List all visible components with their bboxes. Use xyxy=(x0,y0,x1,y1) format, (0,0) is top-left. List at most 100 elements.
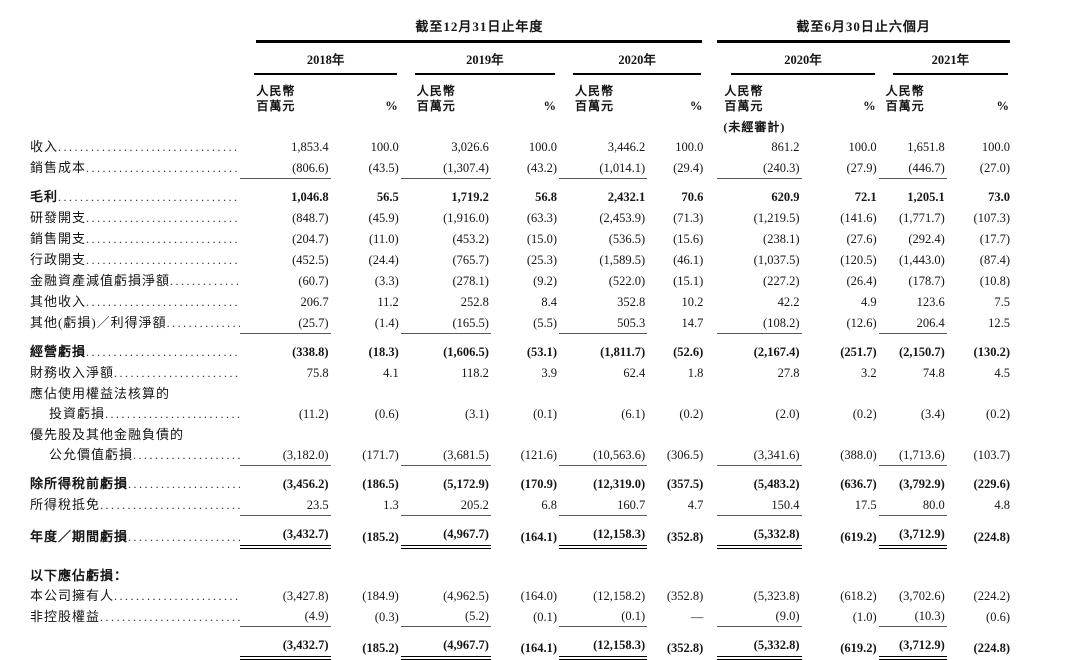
percent-cell xyxy=(802,547,879,585)
percent-cell: 56.8 xyxy=(535,190,558,204)
amount-cell: 252.8 xyxy=(460,295,489,309)
percent-cell: 3.9 xyxy=(541,366,558,380)
percent-cell: — xyxy=(690,609,704,624)
row-label-text: 以下應佔虧損： xyxy=(30,567,129,583)
row-label: 年度／期間虧損 xyxy=(30,515,240,547)
row-label: 銷售開支 xyxy=(30,228,240,249)
amount-cell: (12,158.2) xyxy=(593,588,646,603)
table-row: 金融資產減值虧損淨額 (60.7) (3.3) (278.1) (9.2) (522.0)… xyxy=(30,270,1012,291)
amount-cell: (452.5) xyxy=(292,253,329,267)
percent-cell: (224.2) xyxy=(973,588,1010,603)
percent-cell xyxy=(491,547,559,585)
row-label-text: 公允價值虧損 xyxy=(49,447,134,462)
table-row: 除所得稅前虧損 (3,456.2) (186.5) (5,172.9) (170.9) (… xyxy=(30,465,1012,494)
amount-cell: (60.7) xyxy=(298,274,329,288)
percent-cell: (251.7) xyxy=(840,345,877,359)
row-label-text: 銷售開支 xyxy=(30,231,87,246)
amount-cell: (4.9) xyxy=(240,605,331,627)
percent-cell: 4.7 xyxy=(687,498,704,512)
percent-cell: (0.3) xyxy=(374,609,399,624)
percent-cell: (352.8) xyxy=(666,641,704,655)
amount-cell: (3,427.8) xyxy=(282,588,329,603)
row-label: 經營虧損 xyxy=(30,333,240,362)
section-gap-cell xyxy=(705,465,717,494)
percent-cell: (0.1) xyxy=(533,609,558,624)
percent-cell xyxy=(331,547,401,585)
annual-period-title: 截至12月31日止年度 xyxy=(256,14,703,43)
year-header-2018: 2018年 xyxy=(240,43,400,75)
period-header-row: 截至12月31日止年度 截至6月30日止六個月 xyxy=(30,14,1012,43)
row-label-text: 除所得稅前虧損 xyxy=(30,476,129,491)
amount-cell: (227.2) xyxy=(763,274,800,288)
amount-cell: 505.3 xyxy=(559,312,648,334)
table-row: 經營虧損 (338.8) (18.3) (1,606.5) (53.1) (1,811.7… xyxy=(30,333,1012,362)
percent-cell: 7.5 xyxy=(994,295,1010,309)
table-row: 行政開支 (452.5) (24.4) (765.7) (25.3) (1,589.5) (… xyxy=(30,249,1012,270)
percent-cell: 1.8 xyxy=(687,366,704,380)
amount-cell: (5,172.9) xyxy=(443,477,489,491)
amount-cell: (446.7) xyxy=(878,157,947,179)
amount-cell: 3,446.2 xyxy=(607,140,646,154)
amount-cell: (3,341.6) xyxy=(717,444,802,466)
amount-cell: 150.4 xyxy=(717,494,802,516)
year-header-row: 2018年 2019年 2020年 2020年 2021年 xyxy=(30,43,1012,75)
section-gap-cell xyxy=(705,312,717,333)
percent-cell xyxy=(491,424,559,444)
row-label-text: 優先股及其他金融負債的 xyxy=(30,427,185,442)
amount-cell: (1,589.5) xyxy=(599,253,646,267)
amount-cell: 74.8 xyxy=(922,366,945,380)
dot-leader xyxy=(100,609,240,625)
percent-cell: (71.3) xyxy=(673,211,704,225)
section-gap-cell xyxy=(705,362,717,383)
amount-cell: (3.4) xyxy=(920,407,945,421)
amount-cell: (3,702.6) xyxy=(898,588,945,603)
row-label-text: 行政開支 xyxy=(30,252,87,267)
percent-cell: (103.7) xyxy=(973,448,1010,462)
percent-cell: (164.1) xyxy=(520,529,558,544)
percent-cell: (43.2) xyxy=(526,161,558,175)
percent-cell: (130.2) xyxy=(973,345,1010,359)
table-row: 銷售成本 (806.6) (43.5)(1,307.4) (43.2)(1,014.1… xyxy=(30,157,1012,179)
row-label-text: 所得稅抵免 xyxy=(30,497,101,512)
percent-cell: 11.2 xyxy=(377,295,399,309)
unit-label-2021-interim: 人民幣 百萬元 xyxy=(885,84,925,113)
amount-cell: (11.2) xyxy=(298,407,329,421)
row-label-text: 應佔使用權益法核算的 xyxy=(30,386,171,401)
amount-cell: (10,563.6) xyxy=(559,444,648,466)
percent-cell: (12.6) xyxy=(846,316,877,330)
amount-cell: (108.2) xyxy=(717,312,802,334)
section-gap-cell xyxy=(705,403,717,424)
section-gap-cell xyxy=(705,207,717,228)
amount-cell: (4,967.7) xyxy=(400,626,491,660)
row-label: 應佔使用權益法核算的 xyxy=(30,383,240,403)
row-label-text: 年度／期間虧損 xyxy=(30,528,129,544)
percent-cell: 1.3 xyxy=(383,498,399,512)
dot-leader xyxy=(170,273,240,289)
amount-cell: (3,792.9) xyxy=(898,477,945,491)
percent-cell: (170.9) xyxy=(520,477,558,491)
dot-leader xyxy=(167,315,241,331)
dot-leader xyxy=(86,210,240,226)
percent-cell: (121.6) xyxy=(520,448,558,462)
row-label xyxy=(30,627,240,659)
unit-label-2020-interim: 人民幣 百萬元 xyxy=(724,84,764,113)
percent-cell: (27.6) xyxy=(846,232,877,246)
percent-cell: (164.1) xyxy=(520,641,558,655)
amount-cell: (2,150.7) xyxy=(898,345,945,359)
row-label: 金融資產減值虧損淨額 xyxy=(30,270,240,291)
percent-cell xyxy=(331,383,401,403)
amount-cell: (5.2) xyxy=(400,605,491,627)
dot-leader xyxy=(86,160,240,176)
spacer-cell xyxy=(30,115,717,136)
percent-cell: (11.0) xyxy=(368,232,399,246)
percent-cell xyxy=(331,424,401,444)
spacer-cell xyxy=(705,14,717,43)
section-gap-cell xyxy=(705,444,717,465)
percent-cell: (24.4) xyxy=(368,253,399,267)
amount-cell xyxy=(240,424,330,444)
amount-cell: (6.1) xyxy=(621,407,646,421)
amount-cell: (10.3) xyxy=(878,605,947,627)
percent-cell: 4.5 xyxy=(994,366,1010,380)
percent-cell: (27.9) xyxy=(846,161,877,175)
section-gap-cell xyxy=(705,547,717,585)
